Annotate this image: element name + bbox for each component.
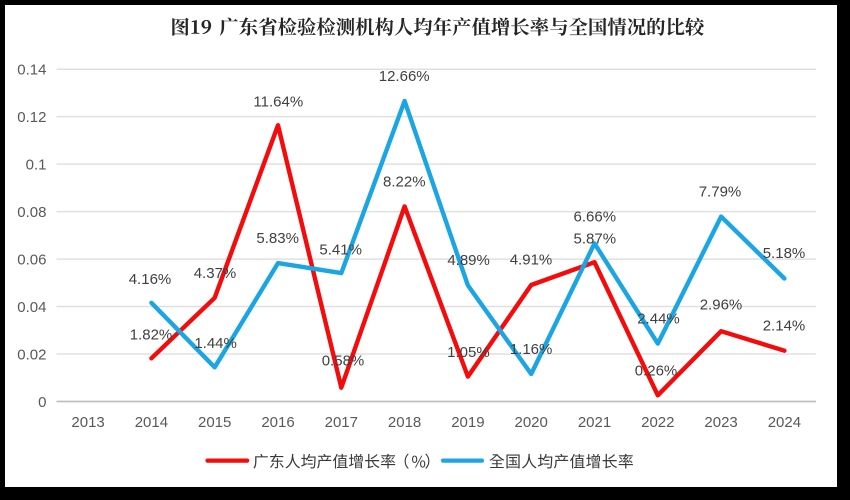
svg-text:2024: 2024 [768,414,801,431]
svg-text:0.06: 0.06 [17,251,46,268]
svg-text:4.89%: 4.89% [447,252,490,269]
svg-text:11.64%: 11.64% [253,93,303,110]
svg-text:5.83%: 5.83% [256,230,299,247]
svg-text:2013: 2013 [71,414,104,431]
svg-text:1.82%: 1.82% [130,327,173,344]
svg-text:2020: 2020 [515,414,548,431]
svg-text:6.66%: 6.66% [574,208,617,225]
svg-text:0.04: 0.04 [17,299,46,316]
svg-text:0.58%: 0.58% [322,352,365,369]
svg-text:1.16%: 1.16% [510,341,553,358]
svg-text:1.44%: 1.44% [194,335,237,352]
svg-text:2018: 2018 [388,414,421,431]
svg-text:4.16%: 4.16% [129,271,172,288]
svg-text:2023: 2023 [704,414,737,431]
svg-text:2019: 2019 [451,414,484,431]
svg-text:2.44%: 2.44% [637,310,680,327]
svg-text:0.14: 0.14 [17,62,46,79]
svg-text:5.18%: 5.18% [763,245,806,262]
svg-text:0.26%: 0.26% [635,362,678,379]
svg-text:0.08: 0.08 [17,204,46,221]
svg-text:2022: 2022 [641,414,674,431]
svg-text:8.22%: 8.22% [383,174,426,191]
svg-text:4.37%: 4.37% [194,265,237,282]
svg-text:2016: 2016 [261,414,294,431]
svg-text:1.05%: 1.05% [447,344,490,361]
svg-text:2014: 2014 [135,414,168,431]
svg-text:0.02: 0.02 [17,346,46,363]
svg-text:0.12: 0.12 [17,109,46,126]
svg-text:2.96%: 2.96% [700,296,743,313]
svg-text:2015: 2015 [198,414,231,431]
svg-text:4.91%: 4.91% [510,252,553,269]
svg-text:7.79%: 7.79% [699,183,742,200]
svg-text:12.66%: 12.66% [379,68,430,85]
svg-text:5.41%: 5.41% [319,242,362,259]
svg-text:0: 0 [38,394,46,411]
svg-text:2017: 2017 [325,414,358,431]
svg-text:0.1: 0.1 [26,156,47,173]
svg-text:5.87%: 5.87% [574,230,617,247]
svg-text:2.14%: 2.14% [763,317,806,334]
svg-text:2021: 2021 [578,414,611,431]
